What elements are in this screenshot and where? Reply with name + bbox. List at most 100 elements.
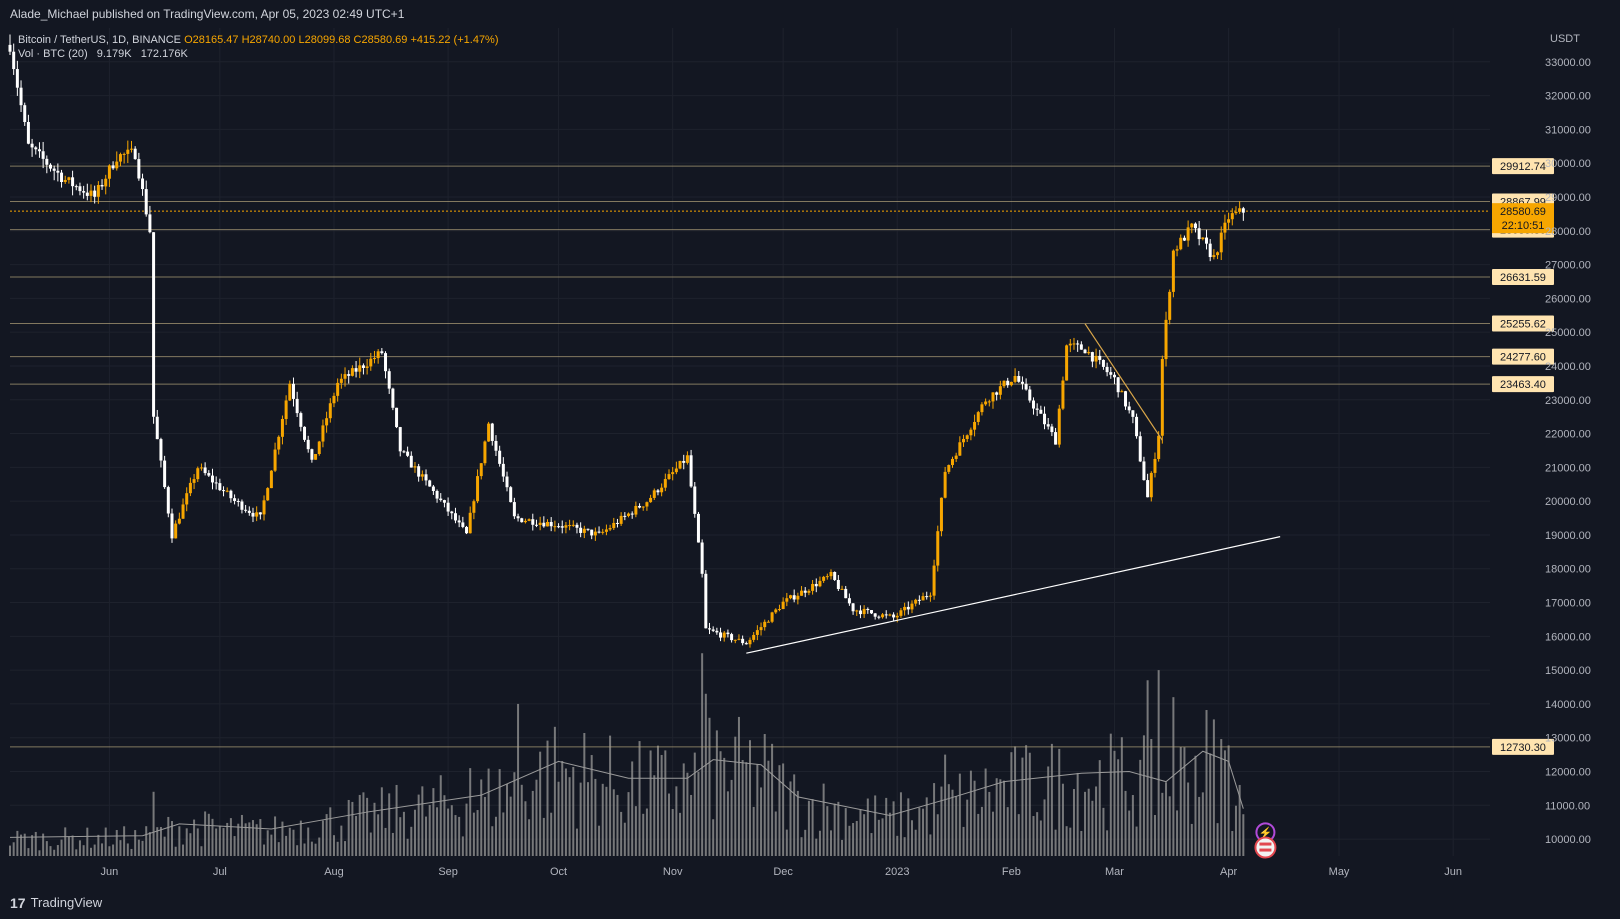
candle-body <box>78 186 82 192</box>
candle-body <box>571 524 575 526</box>
volume-bar <box>332 835 335 856</box>
volume-bar <box>321 820 324 856</box>
volume-bar <box>1072 789 1075 856</box>
price-axis[interactable]: 10000.00 11000.00 12000.00 13000.00 14000.00… <box>1545 33 1591 846</box>
candle-body <box>236 500 240 502</box>
volume-bar <box>303 843 306 856</box>
volume-bar <box>1209 753 1212 856</box>
volume-bar <box>752 806 755 856</box>
candle-body <box>630 513 634 515</box>
level-label: 29912.74 <box>1500 161 1546 173</box>
candle-body <box>888 614 892 616</box>
candle-body <box>759 627 763 631</box>
candle-body <box>763 621 767 628</box>
candle-body <box>126 149 130 154</box>
trend-line <box>746 536 1281 654</box>
price-tick-label: 13000.00 <box>1545 733 1591 745</box>
footer-brand[interactable]: TradingView <box>30 895 103 910</box>
candle-body <box>63 179 67 183</box>
candle-body <box>409 455 413 468</box>
candle-body <box>255 512 259 517</box>
time-tick-label: 2023 <box>885 866 909 878</box>
volume-bar <box>38 850 41 856</box>
candle-body <box>1094 355 1098 362</box>
candle-body <box>141 178 145 190</box>
candle-body <box>1031 400 1035 409</box>
candle-body <box>361 365 365 368</box>
horizontal-levels[interactable]: 29912.7428867.9928035.8026631.5925255.62… <box>10 158 1554 755</box>
candle-body <box>60 172 64 183</box>
volume-bar <box>690 794 693 856</box>
volume-bar <box>616 794 619 856</box>
volume-bar <box>969 770 972 856</box>
event-badges[interactable]: ⚡ <box>1254 822 1277 859</box>
candle-body <box>582 528 586 533</box>
time-tick-label: Jul <box>213 866 227 878</box>
candle-body <box>836 579 840 589</box>
candle-body <box>1013 376 1017 382</box>
chart-canvas[interactable]: 29912.7428867.9928035.8026631.5925255.62… <box>0 28 1620 886</box>
candle-body <box>203 467 207 474</box>
volume-bar <box>1212 719 1215 856</box>
candle-body <box>192 479 196 483</box>
volume-bar <box>962 826 965 856</box>
candles <box>8 34 1245 648</box>
candle-body <box>619 515 623 524</box>
time-tick-label: Feb <box>1002 866 1021 878</box>
level-label: 24277.60 <box>1500 352 1546 364</box>
level-label-bg <box>1492 348 1554 365</box>
candle-body <box>608 528 612 530</box>
volume-bar <box>682 763 685 856</box>
candle-body <box>579 527 583 533</box>
price-tick-label: 15000.00 <box>1545 665 1591 677</box>
volume-bar <box>789 781 792 856</box>
candle-body <box>1168 291 1172 320</box>
candle-body <box>696 513 700 543</box>
candle-body <box>531 519 535 525</box>
candle-body <box>523 520 527 523</box>
candle-body <box>233 498 237 501</box>
volume-bar <box>1117 759 1120 856</box>
volume-bar <box>1223 750 1226 856</box>
candle-body <box>1205 237 1209 244</box>
volume-bar <box>605 786 608 856</box>
volume-bar <box>1201 792 1204 856</box>
volume-bar <box>410 826 413 856</box>
volume-bar <box>922 808 925 856</box>
volume-bar <box>248 822 251 856</box>
volume-bar <box>104 827 107 856</box>
candle-body <box>387 371 391 389</box>
time-axis[interactable]: Jun Jul Aug Sep Oct Nov Dec 2023 Feb Mar Apr May Jun <box>101 866 1463 878</box>
price-tick-label: 23000.00 <box>1545 395 1591 407</box>
candle-body <box>645 502 649 507</box>
volume-bar <box>1146 680 1149 856</box>
candle-body <box>468 512 472 534</box>
volume-bar <box>524 801 527 856</box>
candle-body <box>225 490 229 492</box>
volume-bar <box>255 824 258 856</box>
volume-bar <box>734 736 737 856</box>
volume-bar <box>701 653 704 856</box>
volume-bar <box>1010 752 1013 856</box>
candle-body <box>277 436 281 450</box>
price-tick-label: 17000.00 <box>1545 598 1591 610</box>
candle-body <box>325 418 329 426</box>
candle-body <box>8 44 12 52</box>
candle-body <box>1057 408 1061 445</box>
candle-body <box>148 214 152 233</box>
candle-body <box>358 365 362 372</box>
candle-body <box>89 190 93 196</box>
trend-lines[interactable] <box>746 323 1281 654</box>
candle-body <box>869 610 873 614</box>
volume-bar <box>93 844 96 856</box>
candle-body <box>240 501 244 510</box>
volume-bar <box>623 822 626 856</box>
tradingview-logo[interactable]: 17 <box>10 894 26 911</box>
candle-body <box>1087 352 1091 354</box>
ohlc-close: C28580.69 <box>353 34 408 46</box>
volume-bar <box>318 837 321 856</box>
candle-body <box>284 400 288 419</box>
candle-body <box>1146 480 1150 498</box>
volume-bar <box>988 791 991 856</box>
volume-bar <box>1190 823 1193 856</box>
